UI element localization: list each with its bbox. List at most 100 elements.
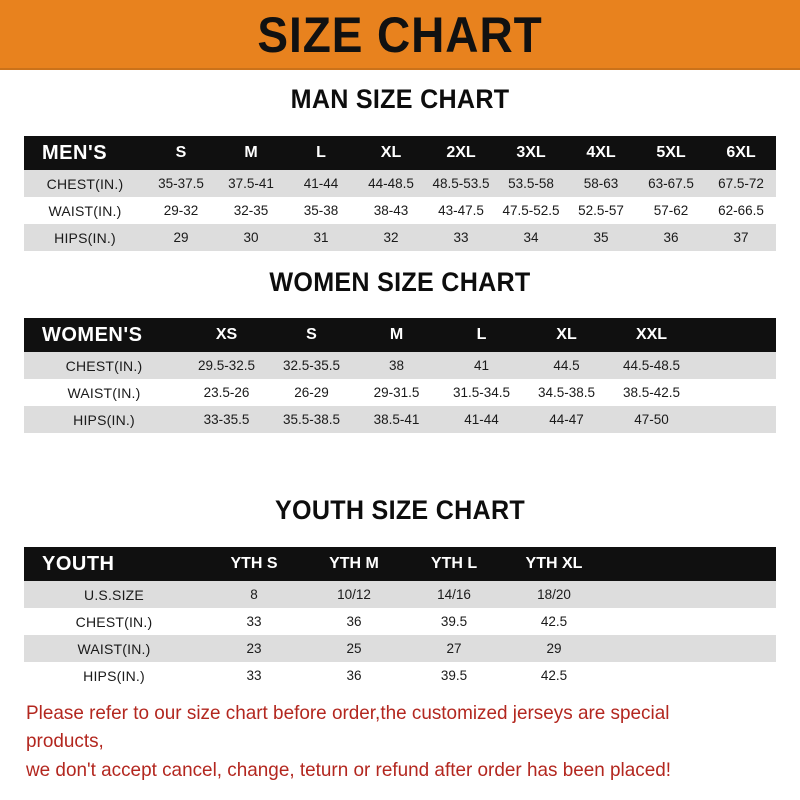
men-row-label: WAIST(IN.) [48,202,122,219]
youth-cell: 10/12 [337,587,371,602]
youth-table-row: CHEST(IN.) 33 36 39.5 42.5 [24,608,776,635]
youth-cell: 42.5 [540,614,568,629]
men-cell: 67.5-72 [718,176,764,191]
women-cell: 44-47 [549,412,584,427]
men-corner-label: MEN'S [42,141,108,164]
women-table-head: WOMEN'S XS S M L XL XXL [24,318,776,352]
women-row-spacer [694,406,776,433]
men-column-header: S [175,144,187,161]
youth-column-header: YTH XL [525,555,583,572]
youth-table-row: U.S.SIZE 8 10/12 14/16 18/20 [24,581,776,608]
women-column-header: L [476,326,487,343]
men-cell: 62-66.5 [718,203,764,218]
man-section-title: MAN SIZE CHART [290,84,510,114]
women-row-spacer [694,379,776,406]
men-cell: 63-67.5 [648,176,694,191]
men-cell: 47.5-52.5 [502,203,560,218]
youth-cell: 8 [250,587,258,602]
man-section-title-wrap: MAN SIZE CHART [0,84,800,115]
order-policy-note-line-2: we don't accept cancel, change, teturn o… [26,758,672,781]
youth-cell: 39.5 [440,668,468,683]
women-cell: 38 [388,358,405,373]
man-table-head: MEN'S S M L XL 2XL 3XL 4XL 5XL 6XL [24,136,776,170]
women-table-body: CHEST(IN.) 29.5-32.5 32.5-35.5 38 41 44.5 44.5… [24,352,776,433]
women-cell: 26-29 [294,385,329,400]
page-title: SIZE CHART [257,7,543,63]
men-cell: 52.5-57 [578,203,624,218]
women-row-label: HIPS(IN.) [73,411,135,428]
youth-column-header: YTH L [430,555,478,572]
man-table-body: CHEST(IN.) 35-37.5 37.5-41 41-44 44-48.5 48.5… [24,170,776,251]
order-policy-note-line-1: Please refer to our size chart before or… [26,702,670,753]
youth-column-header: YTH S [230,555,278,572]
men-cell: 57-62 [653,203,689,218]
men-cell: 35-38 [303,203,339,218]
men-row-label: HIPS(IN.) [54,229,116,246]
men-cell: 29-32 [163,203,199,218]
women-column-header: S [306,326,317,343]
youth-cell: 18/20 [537,587,571,602]
youth-row-spacer [604,608,776,635]
youth-row-spacer [604,662,776,689]
page-banner: SIZE CHART [0,0,800,70]
men-cell: 48.5-53.5 [432,176,490,191]
youth-table-body: U.S.SIZE 8 10/12 14/16 18/20 CHEST(IN.) 33 36 39… [24,581,776,689]
women-corner-label: WOMEN'S [42,323,143,346]
youth-cell: 14/16 [437,587,471,602]
men-cell: 41-44 [303,176,339,191]
youth-size-table: YOUTH YTH S YTH M YTH L YTH XL U.S.SIZE 8 10/1… [24,547,776,689]
youth-table-row: HIPS(IN.) 33 36 39.5 42.5 [24,662,776,689]
men-cell: 29 [173,230,189,245]
youth-row-label: CHEST(IN.) [75,613,153,630]
women-cell: 34.5-38.5 [537,385,596,400]
youth-corner-label: YOUTH [42,552,115,575]
men-cell: 37 [733,230,749,245]
youth-row-label: WAIST(IN.) [77,640,151,657]
order-policy-note: Please refer to our size chart before or… [26,699,752,784]
men-cell: 37.5-41 [228,176,274,191]
women-cell: 29.5-32.5 [197,358,256,373]
women-cell: 29-31.5 [373,385,420,400]
men-cell: 30 [243,230,259,245]
men-cell: 31 [313,230,329,245]
men-cell: 36 [663,230,679,245]
women-section-title-wrap: WOMEN SIZE CHART [0,267,800,298]
men-cell: 32-35 [233,203,269,218]
men-table-row: HIPS(IN.) 29 30 31 32 33 34 35 36 37 [24,224,776,251]
men-table-row: WAIST(IN.) 29-32 32-35 35-38 38-43 43-47.5 47.… [24,197,776,224]
man-header-row: MEN'S S M L XL 2XL 3XL 4XL 5XL 6XL [24,136,776,170]
youth-row-spacer [604,635,776,662]
women-size-table-wrap: WOMEN'S XS S M L XL XXL CHEST(IN.) 29.5-32.5 32.… [0,318,800,433]
men-cell: 58-63 [583,176,619,191]
youth-cell: 29 [546,641,562,656]
women-cell: 44.5-48.5 [622,358,681,373]
men-column-header: L [316,144,326,161]
women-column-header: M [389,326,404,343]
women-size-table: WOMEN'S XS S M L XL XXL CHEST(IN.) 29.5-32.5 32.… [24,318,776,433]
youth-row-label: HIPS(IN.) [83,667,145,684]
youth-header-row: YOUTH YTH S YTH M YTH L YTH XL [24,547,776,581]
men-column-header: 6XL [726,144,756,161]
women-table-row: HIPS(IN.) 33-35.5 35.5-38.5 38.5-41 41-44 44-… [24,406,776,433]
men-column-header: 2XL [446,144,476,161]
youth-cell: 36 [346,614,362,629]
men-column-header: 5XL [656,144,686,161]
men-cell: 35-37.5 [158,176,204,191]
men-cell: 44-48.5 [368,176,414,191]
women-cell: 47-50 [634,412,669,427]
youth-row-label: U.S.SIZE [84,586,144,603]
women-header-row: WOMEN'S XS S M L XL XXL [24,318,776,352]
women-section-title: WOMEN SIZE CHART [269,267,531,297]
women-column-header: XS [215,326,238,343]
men-cell: 53.5-58 [508,176,554,191]
women-cell: 35.5-38.5 [282,412,341,427]
men-cell: 34 [523,230,539,245]
women-cell: 44.5 [553,358,580,373]
men-cell: 35 [593,230,609,245]
women-cell: 33-35.5 [203,412,250,427]
women-cell: 38.5-42.5 [622,385,681,400]
women-cell: 23.5-26 [203,385,250,400]
youth-section-title-wrap: YOUTH SIZE CHART [0,495,800,526]
youth-column-header: YTH M [329,555,379,572]
